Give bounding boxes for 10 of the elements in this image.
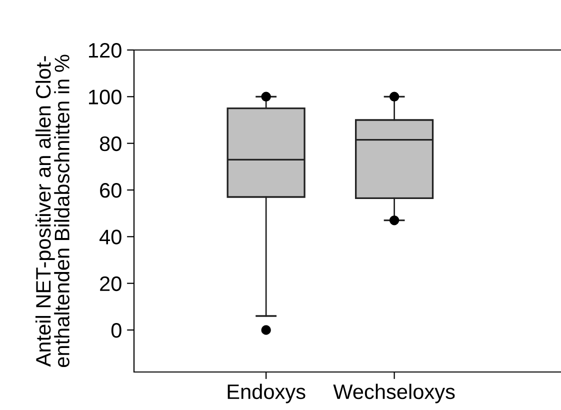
y-tick-label: 0	[111, 323, 122, 338]
y-axis-title: Anteil NET-positiver an allen Clot- enthaltenden Bildabschnitten in %	[35, 54, 70, 368]
y-tick-label: 40	[100, 230, 122, 244]
x-tick-label: Endoxys	[228, 384, 306, 404]
y-tick-label: 20	[100, 276, 122, 292]
y-tick-label: 100	[89, 90, 122, 104]
y-tick-label: 60	[100, 183, 122, 198]
y-tick-label: 120	[89, 43, 122, 58]
x-tick-label: Wechseloxys	[333, 384, 455, 404]
y-tick-label: 80	[100, 136, 122, 152]
